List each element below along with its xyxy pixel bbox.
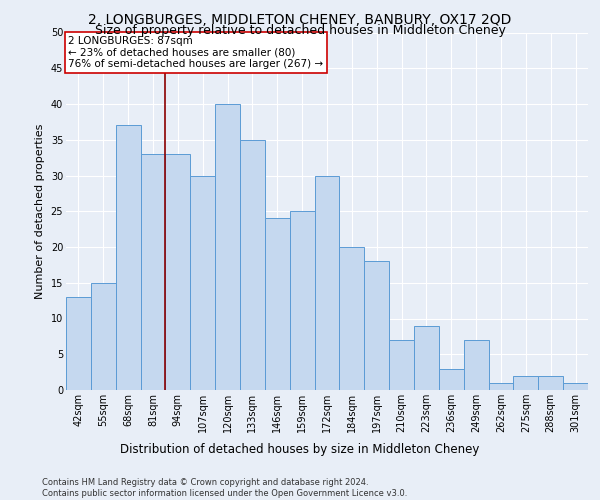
Bar	[488, 383, 514, 390]
Bar	[290, 211, 314, 390]
Text: 2 LONGBURGES: 87sqm
← 23% of detached houses are smaller (80)
76% of semi-detach: 2 LONGBURGES: 87sqm ← 23% of detached ho…	[68, 36, 323, 70]
Bar	[514, 376, 538, 390]
Bar	[364, 262, 389, 390]
Bar	[240, 140, 265, 390]
Bar	[116, 126, 140, 390]
Bar	[464, 340, 488, 390]
Y-axis label: Number of detached properties: Number of detached properties	[35, 124, 45, 299]
Bar	[215, 104, 240, 390]
Bar	[166, 154, 190, 390]
Bar	[563, 383, 588, 390]
Text: Size of property relative to detached houses in Middleton Cheney: Size of property relative to detached ho…	[95, 24, 505, 37]
Bar	[389, 340, 414, 390]
Bar	[340, 247, 364, 390]
Text: Contains HM Land Registry data © Crown copyright and database right 2024.
Contai: Contains HM Land Registry data © Crown c…	[42, 478, 407, 498]
Bar	[439, 368, 464, 390]
Bar	[140, 154, 166, 390]
Bar	[190, 176, 215, 390]
Bar	[538, 376, 563, 390]
Text: 2, LONGBURGES, MIDDLETON CHENEY, BANBURY, OX17 2QD: 2, LONGBURGES, MIDDLETON CHENEY, BANBURY…	[88, 12, 512, 26]
Text: Distribution of detached houses by size in Middleton Cheney: Distribution of detached houses by size …	[121, 442, 479, 456]
Bar	[91, 283, 116, 390]
Bar	[66, 297, 91, 390]
Bar	[265, 218, 290, 390]
Bar	[414, 326, 439, 390]
Bar	[314, 176, 340, 390]
